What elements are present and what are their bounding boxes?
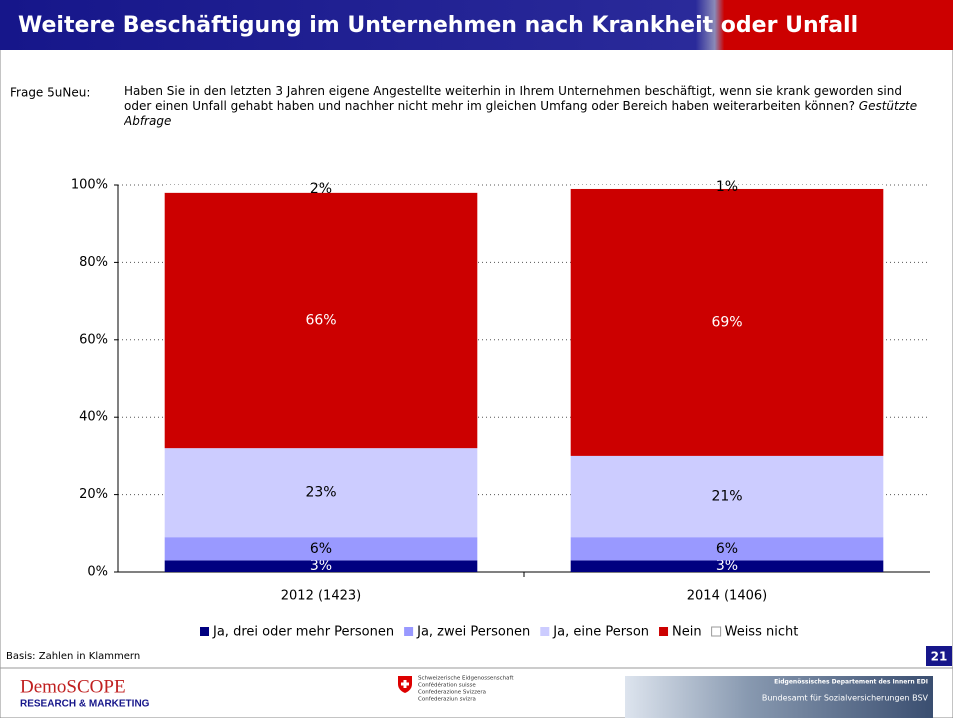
confederation-line: Confederazione Svizzera	[418, 690, 486, 696]
legend-label: Ja, eine Person	[552, 625, 649, 640]
data-label: 23%	[305, 485, 336, 501]
title: Weitere Beschäftigung im Unternehmen nac…	[18, 13, 858, 38]
bar-segment	[164, 448, 478, 538]
data-label: 6%	[310, 541, 332, 557]
bar-segment	[164, 560, 478, 572]
page-number: 21	[931, 650, 948, 664]
chart: 0%20%40%60%80%100%2012 (1423)3%6%23%66%2…	[71, 178, 930, 640]
logo: DemoSCOPE	[20, 676, 126, 697]
bar-segment	[570, 537, 884, 561]
x-tick-label: 2012 (1423)	[281, 589, 361, 604]
question-label: Frage 5uNeu:	[10, 86, 90, 100]
confederation-line: Confédération suisse	[418, 682, 476, 689]
data-label: 21%	[711, 489, 742, 505]
data-label: 69%	[711, 314, 742, 330]
y-tick-label: 60%	[79, 332, 108, 347]
legend-swatch	[200, 627, 209, 636]
bar-segment	[164, 537, 478, 561]
title-bar	[0, 0, 953, 50]
legend-label: Nein	[672, 625, 702, 640]
banner	[625, 676, 933, 718]
y-tick-label: 0%	[87, 565, 108, 580]
bar-segment	[164, 185, 478, 193]
legend-label: Weiss nicht	[725, 625, 799, 640]
question: Haben Sie in den letzten 3 Jahren eigene…	[124, 84, 924, 129]
confederation-line: Confederaziun svizra	[418, 697, 476, 703]
data-label: 66%	[305, 312, 336, 328]
data-label: 1%	[716, 179, 738, 195]
banner-line: Eidgenössisches Departement des Innern E…	[774, 679, 928, 686]
legend-swatch	[540, 627, 550, 636]
y-tick-label: 100%	[71, 178, 108, 193]
data-label: 6%	[716, 541, 738, 557]
bar-segment	[570, 560, 884, 572]
bar-segment	[570, 185, 884, 189]
legend-label: Ja, zwei Personen	[416, 625, 530, 640]
logo-tagline: RESEARCH & MARKETING	[20, 699, 150, 710]
swiss-cross	[401, 680, 409, 688]
confederation-line: Schweizerische Eidgenossenschaft	[418, 676, 514, 682]
legend-swatch	[711, 626, 722, 637]
bar-segment	[570, 455, 884, 538]
y-tick-label: 20%	[79, 487, 108, 502]
y-tick-label: 40%	[79, 410, 108, 425]
bar-segment	[570, 188, 884, 456]
question-note: Gestützte Abfrage	[124, 99, 918, 128]
data-label: 2%	[310, 181, 332, 197]
x-tick-label: 2014 (1406)	[687, 589, 767, 604]
y-tick-label: 80%	[79, 255, 108, 270]
bar-segment	[164, 192, 478, 449]
page-badge	[926, 646, 952, 666]
basis: Basis: Zahlen in Klammern	[6, 651, 140, 662]
question-box: Haben Sie in den letzten 3 Jahren eigene…	[124, 84, 924, 129]
question-text: Haben Sie in den letzten 3 Jahren eigene…	[124, 84, 902, 113]
legend-swatch	[659, 627, 669, 636]
data-label: 3%	[310, 558, 332, 574]
data-label: 3%	[716, 558, 738, 574]
legend-label: Ja, drei oder mehr Personen	[212, 625, 394, 640]
legend-swatch	[404, 627, 414, 636]
banner-line: Bundesamt für Sozialversicherungen BSV	[762, 694, 929, 703]
